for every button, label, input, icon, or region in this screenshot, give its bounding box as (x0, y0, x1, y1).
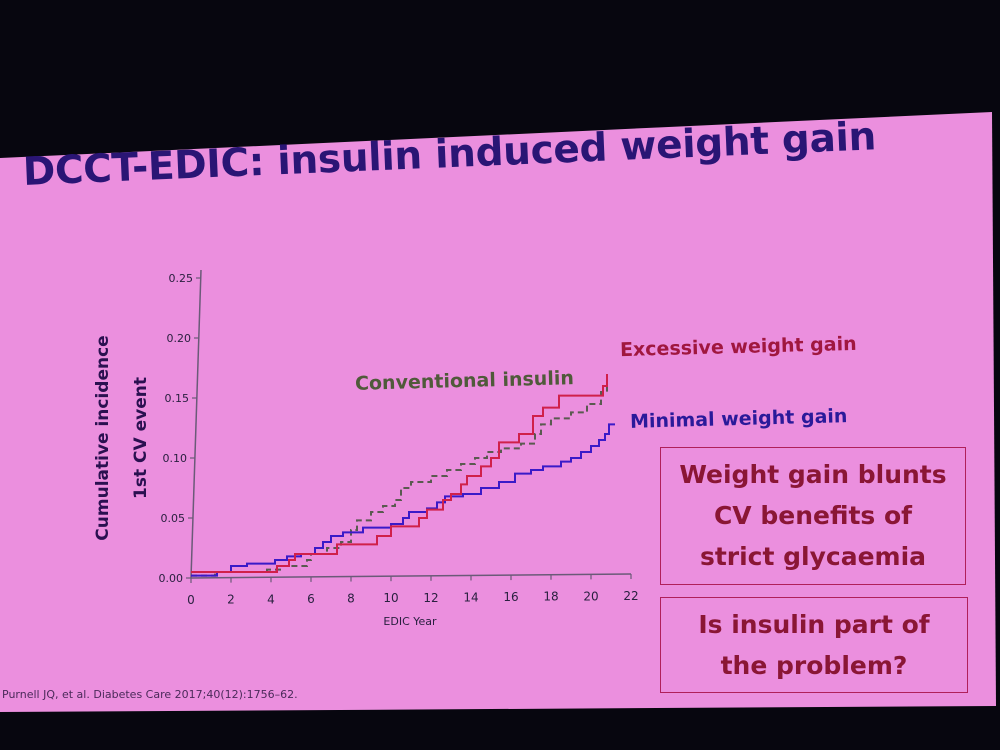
x-tick-label: 10 (383, 591, 398, 605)
x-tick-label: 0 (187, 593, 195, 607)
x-tick-label: 18 (543, 590, 558, 604)
y-tick-label: 0.10 (163, 452, 188, 465)
x-tick-label: 6 (307, 592, 315, 606)
callout-line: Weight gain blunts (679, 460, 947, 489)
x-axis (190, 573, 632, 579)
x-tick-label: 2 (227, 593, 235, 607)
y-tick-label: 0.20 (167, 332, 192, 345)
y-tick-label: 0.25 (169, 272, 194, 285)
y-tick-label: 0.05 (161, 512, 186, 525)
series-conventional-insulin (191, 380, 608, 577)
y-axis-label-line2: 1st CV event (131, 377, 151, 499)
x-tick-label: 14 (463, 590, 478, 604)
x-tick-label: 20 (583, 589, 598, 603)
x-tick-label: 4 (267, 592, 275, 606)
callout-line: CV benefits of (713, 501, 913, 530)
callout-insulin-problem: Is insulin part of the problem? (660, 597, 968, 693)
x-tick-label: 22 (623, 589, 638, 603)
y-axis (190, 269, 202, 579)
callout-line: Is insulin part of (698, 610, 930, 639)
reference: Purnell JQ, et al. Diabetes Care 2017;40… (2, 688, 298, 701)
y-tick-label: 0.00 (159, 572, 184, 585)
series-minimal-weight-gain (191, 423, 615, 577)
x-tick-label: 8 (347, 592, 355, 606)
x-tick-label: 12 (423, 591, 438, 605)
x-tick-label: 16 (503, 590, 518, 604)
x-axis-label: EDIC Year (383, 615, 437, 628)
callout-weight-gain: Weight gain blunts CV benefits of strict… (660, 447, 966, 585)
series-excessive-weight-gain (191, 374, 608, 573)
y-tick-label: 0.15 (165, 392, 190, 405)
callout-line: the problem? (720, 651, 908, 680)
y-axis-label-line1: Cumulative incidence (93, 335, 113, 540)
callout-line: strict glycaemia (699, 542, 927, 571)
